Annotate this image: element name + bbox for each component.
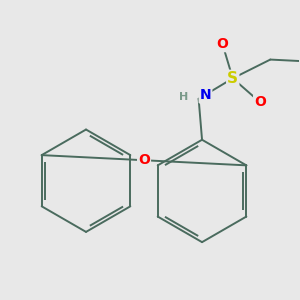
Text: N: N — [200, 88, 211, 102]
Text: O: O — [217, 37, 229, 51]
Text: H: H — [178, 92, 188, 102]
Text: S: S — [227, 71, 238, 86]
Text: O: O — [138, 153, 150, 167]
Text: O: O — [254, 95, 266, 109]
